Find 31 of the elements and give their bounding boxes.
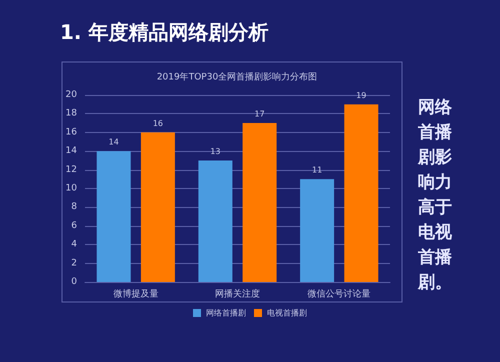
y-tick-label: 18 bbox=[66, 108, 78, 119]
y-tick-label: 2 bbox=[71, 258, 77, 268]
data-label: 17 bbox=[254, 110, 265, 119]
legend-label: 电视首播剧 bbox=[267, 308, 307, 318]
y-tick-label: 8 bbox=[71, 202, 78, 212]
y-tick-label: 10 bbox=[66, 184, 78, 194]
x-tick-label: 微博提及量 bbox=[113, 288, 158, 300]
data-label: 11 bbox=[312, 166, 322, 175]
data-label: 13 bbox=[210, 146, 220, 156]
data-label: 19 bbox=[356, 90, 366, 100]
y-tick-label: 12 bbox=[66, 164, 77, 175]
y-tick-label: 16 bbox=[66, 127, 78, 138]
y-tick-label: 4 bbox=[71, 240, 78, 250]
data-label: 14 bbox=[108, 138, 119, 147]
text: 网络首播剧影响力高于电视首播剧。 bbox=[417, 98, 453, 292]
y-tick-label: 20 bbox=[66, 90, 78, 100]
bar bbox=[242, 123, 277, 282]
x-tick-label: 微信公号讨论量 bbox=[308, 288, 371, 300]
x-tick-label: 网播关注度 bbox=[215, 288, 260, 300]
data-label: 16 bbox=[152, 118, 164, 128]
y-tick-label: 6 bbox=[71, 220, 78, 231]
bar bbox=[344, 104, 378, 282]
bar bbox=[140, 132, 175, 282]
bar bbox=[198, 160, 232, 282]
y-tick-label: 0 bbox=[71, 277, 78, 287]
bar bbox=[96, 151, 131, 282]
bar bbox=[300, 179, 334, 282]
legend-label: 网络首播剧 bbox=[206, 308, 246, 318]
y-tick-label: 14 bbox=[66, 146, 78, 156]
chart-title: 2019年TOP30全网首播剧影响力分布图 bbox=[156, 72, 318, 82]
text: 1. 年度精品网络剧分析 bbox=[60, 20, 268, 44]
